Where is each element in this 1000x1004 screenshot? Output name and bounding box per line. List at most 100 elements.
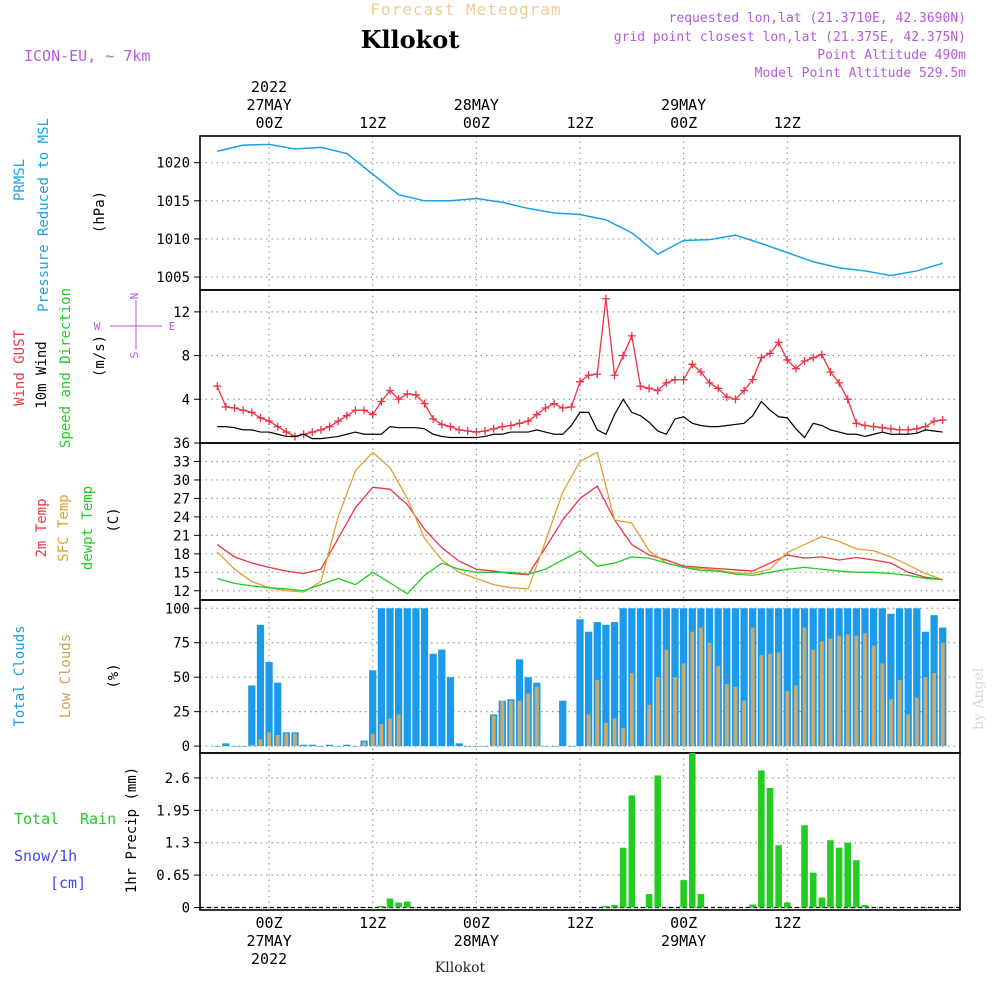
low-cloud-bar bbox=[716, 666, 721, 747]
compass-east: E bbox=[169, 320, 176, 333]
total-cloud-bar bbox=[887, 613, 895, 747]
y-tick-label: 0 bbox=[182, 739, 190, 755]
gust-point bbox=[645, 384, 654, 393]
time-label-top: 12Z bbox=[359, 114, 386, 132]
y-tick-label: 100 bbox=[165, 601, 190, 617]
precip-legend-rain: Rain bbox=[80, 810, 116, 828]
rain-bar bbox=[645, 894, 653, 908]
total-cloud-bar bbox=[472, 746, 480, 747]
y-tick-label: 1015 bbox=[156, 194, 190, 210]
low-cloud-bar bbox=[604, 722, 608, 747]
rain-bar bbox=[688, 753, 696, 908]
gust-point bbox=[671, 375, 679, 384]
gust-point bbox=[601, 294, 610, 303]
requested-coords: requested lon,lat (21.3710E, 42.3690N) bbox=[669, 11, 966, 26]
y-tick-label: 50 bbox=[173, 670, 190, 686]
low-cloud-bar bbox=[863, 633, 867, 747]
y-tick-label: 75 bbox=[173, 636, 190, 652]
gust-point bbox=[757, 353, 766, 362]
rain-bar bbox=[697, 894, 705, 908]
total-cloud-bar bbox=[377, 608, 385, 747]
time-label-bottom: 00Z bbox=[463, 914, 490, 932]
y-tick-label: 33 bbox=[173, 454, 190, 470]
lowclouds-label: Low Clouds bbox=[58, 634, 74, 718]
y-tick-label: 2.6 bbox=[165, 771, 190, 787]
gust-point bbox=[221, 402, 230, 411]
low-cloud-bar bbox=[509, 700, 513, 747]
time-label-bottom: 00Z bbox=[256, 914, 283, 932]
gust-point bbox=[576, 377, 584, 386]
low-cloud-bar bbox=[249, 744, 254, 747]
total-cloud-bar bbox=[559, 700, 567, 747]
low-cloud-bar bbox=[923, 677, 928, 747]
low-cloud-bar bbox=[906, 714, 911, 747]
low-cloud-bar bbox=[914, 697, 919, 747]
gust-point bbox=[472, 428, 481, 437]
rain-bar bbox=[602, 906, 610, 908]
total-cloud-bar bbox=[420, 608, 429, 747]
gust-point bbox=[826, 367, 835, 376]
rain-bar bbox=[386, 898, 394, 908]
model-label: ICON-EU, ~ 7km bbox=[24, 47, 150, 65]
gust-point bbox=[429, 414, 438, 423]
gust-point bbox=[584, 371, 593, 380]
total-cloud-bar bbox=[239, 746, 247, 747]
y-tick-label: 1020 bbox=[156, 156, 190, 172]
total-cloud-bar bbox=[567, 746, 575, 747]
gust-point bbox=[239, 406, 248, 415]
low-cloud-bar bbox=[534, 686, 539, 747]
gust-point bbox=[515, 419, 524, 428]
low-cloud-bar bbox=[828, 638, 833, 747]
precip-ylabel: 1hr Precip (mm) bbox=[124, 767, 140, 893]
point-altitude: Point Altitude 490m bbox=[817, 48, 966, 63]
pressure-label-1: PRMSL bbox=[12, 159, 28, 201]
gust-point bbox=[498, 422, 507, 431]
y-tick-label: 30 bbox=[173, 473, 190, 489]
pressure-unit: (hPa) bbox=[92, 191, 108, 233]
rain-bar bbox=[818, 897, 826, 908]
rain-bar bbox=[827, 840, 834, 908]
low-cloud-bar bbox=[664, 649, 669, 747]
low-cloud-bar bbox=[750, 627, 755, 747]
total-cloud-bar bbox=[576, 619, 584, 747]
total-cloud-bar bbox=[265, 662, 273, 747]
low-cloud-bar bbox=[258, 739, 263, 747]
y-tick-label: 1.95 bbox=[156, 803, 190, 819]
rain-bar bbox=[654, 775, 662, 908]
gust-point bbox=[722, 393, 731, 402]
gust-point bbox=[852, 419, 861, 428]
gust-point bbox=[325, 422, 334, 431]
time-label-top: 28MAY bbox=[454, 96, 499, 114]
gust-point bbox=[783, 355, 792, 364]
gust-point bbox=[748, 375, 757, 384]
compass-west: W bbox=[94, 320, 101, 333]
dewpt-label: dewpt Temp bbox=[80, 486, 96, 570]
gust-point bbox=[541, 404, 550, 413]
rain-bar bbox=[844, 842, 852, 908]
gust-label: Wind GUST bbox=[12, 330, 28, 406]
rain-bar bbox=[619, 847, 627, 908]
y-tick-label: 12 bbox=[173, 584, 190, 600]
y-tick-label: 21 bbox=[173, 528, 190, 544]
gust-point bbox=[342, 411, 351, 420]
gust-point bbox=[558, 404, 567, 413]
gust-point bbox=[809, 353, 818, 362]
low-cloud-bar bbox=[673, 677, 677, 747]
rain-bar bbox=[758, 770, 765, 908]
gust-point bbox=[679, 375, 688, 384]
gust-point bbox=[930, 417, 939, 426]
total-cloud-bar bbox=[550, 746, 558, 747]
gust-point bbox=[653, 386, 662, 395]
low-cloud-bar bbox=[889, 699, 893, 747]
total-cloud-bar bbox=[723, 608, 731, 747]
model-point-altitude: Model Point Altitude 529.5m bbox=[755, 66, 966, 81]
time-label-top: 00Z bbox=[256, 114, 283, 132]
gust-point bbox=[869, 422, 878, 431]
low-cloud-bar bbox=[690, 631, 695, 747]
low-cloud-bar bbox=[785, 690, 790, 747]
total-cloud-bar bbox=[334, 746, 342, 747]
gust-point bbox=[774, 338, 783, 347]
gust-point bbox=[265, 417, 274, 426]
gust-point bbox=[878, 423, 887, 432]
gust-point bbox=[386, 386, 394, 395]
